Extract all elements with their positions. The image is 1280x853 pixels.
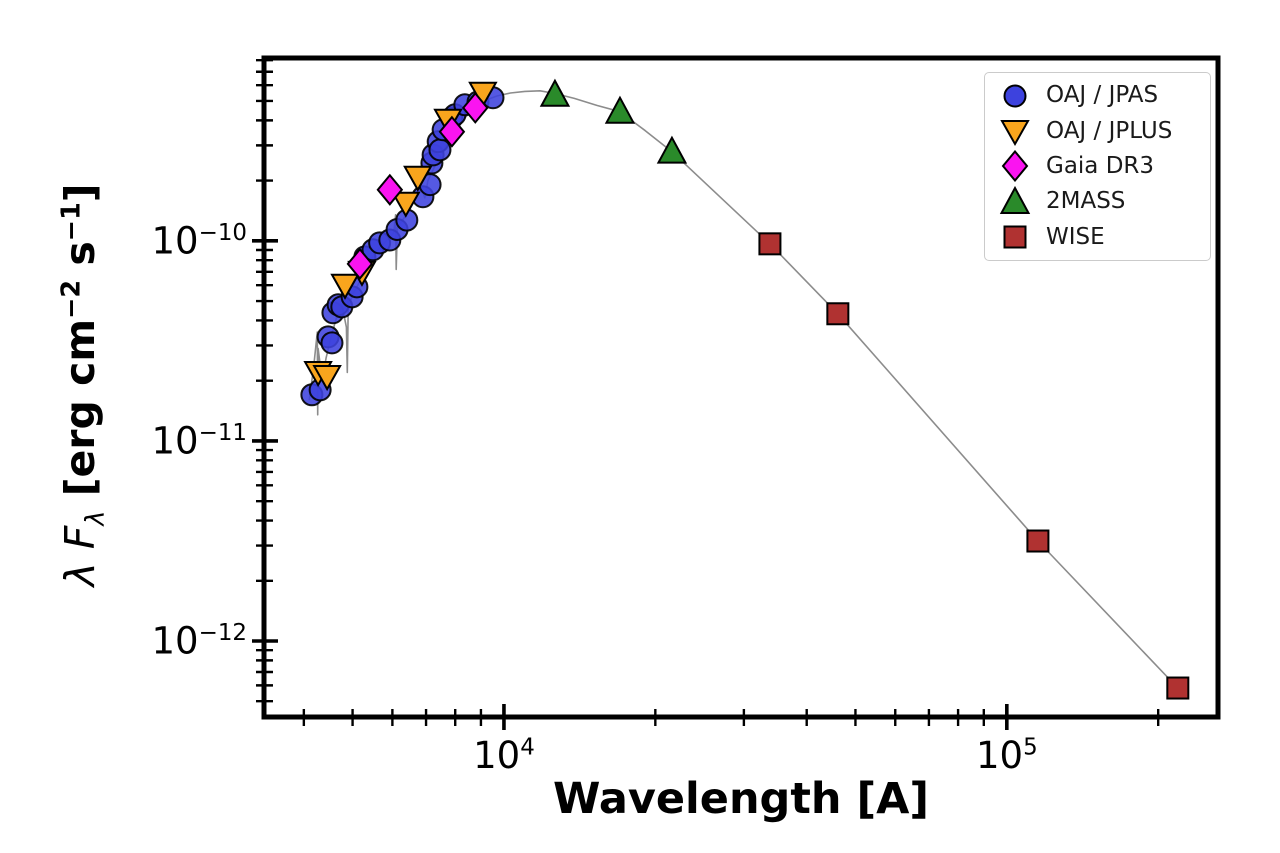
y-axis-title: λ Fλ [erg cm−2 s−1]	[55, 184, 109, 587]
y-axis-title-subscript: λ	[78, 510, 109, 526]
legend-label-jpas: OAJ / JPAS	[1046, 82, 1159, 109]
legend-item-wise: WISE	[997, 221, 1206, 253]
jplus-legend-marker-shape	[1000, 120, 1030, 147]
legend-label-2mass: 2MASS	[1046, 188, 1126, 215]
gaia-point	[461, 91, 489, 124]
legend: OAJ / JPAS OAJ / JPLUS Gaia DR3 2MASS WISE	[984, 72, 1211, 261]
2mass-point	[604, 95, 636, 124]
gaia-legend-marker-shape	[1001, 150, 1029, 183]
y-axis-title-units-exp1: −2	[55, 279, 86, 319]
legend-item-jpas: OAJ / JPAS	[997, 80, 1206, 112]
jplus-legend-marker-icon	[1000, 120, 1030, 147]
jplus-point	[403, 165, 433, 192]
wise-point	[1026, 529, 1050, 553]
legend-label-jplus: OAJ / JPLUS	[1046, 117, 1173, 144]
jplus-point	[312, 365, 342, 392]
jpas-series	[300, 86, 505, 407]
x-axis-title: Wavelength [A]	[264, 774, 1218, 824]
y-tick-label: 10−10	[151, 219, 248, 263]
jplus-point	[391, 191, 421, 218]
legend-item-2mass: 2MASS	[997, 185, 1206, 218]
gaia-point	[346, 247, 374, 280]
jpas-point	[320, 331, 344, 355]
gaia-legend-marker-icon	[1001, 150, 1029, 183]
legend-item-gaia: Gaia DR3	[997, 150, 1206, 183]
gaia-series	[346, 91, 489, 280]
y-axis-title-symbol: λ F	[55, 525, 104, 587]
wise-legend-marker-shape	[1003, 225, 1027, 249]
legend-item-jplus: OAJ / JPLUS	[997, 115, 1206, 147]
plot-border	[261, 55, 1221, 720]
y-tick-label: 10−11	[151, 419, 248, 463]
gaia-point	[438, 115, 466, 148]
x-axis-title-text: Wavelength [A]	[552, 774, 930, 824]
y-axis-title-units-prefix: [erg cm	[55, 318, 104, 511]
legend-label-gaia: Gaia DR3	[1046, 152, 1155, 179]
x-tick-label: 105	[975, 734, 1038, 777]
y-tick-label: 10−12	[151, 619, 248, 663]
y-axis-title-units-suffix: ]	[55, 183, 104, 203]
y-axis-title-units-exp2: −1	[55, 202, 86, 242]
jplus-point	[330, 273, 360, 300]
wise-point	[1166, 676, 1190, 700]
jpas-point	[428, 138, 452, 162]
legend-label-wise: WISE	[1046, 223, 1105, 250]
gaia-point	[376, 173, 404, 206]
jpas-legend-marker-shape	[1003, 84, 1027, 108]
2mass-series	[539, 78, 688, 164]
2mass-point	[539, 78, 571, 107]
2mass-point	[656, 135, 688, 164]
y-axis-title-units-mid: s	[55, 241, 104, 280]
2mass-legend-marker-shape	[999, 185, 1031, 214]
wise-series	[758, 232, 1190, 700]
wise-point	[758, 232, 782, 256]
wise-legend-marker-icon	[1003, 225, 1027, 249]
2mass-legend-marker-icon	[999, 185, 1031, 214]
x-tick-label: 104	[473, 734, 535, 777]
wise-point	[826, 302, 850, 326]
jpas-legend-marker-icon	[1003, 84, 1027, 108]
